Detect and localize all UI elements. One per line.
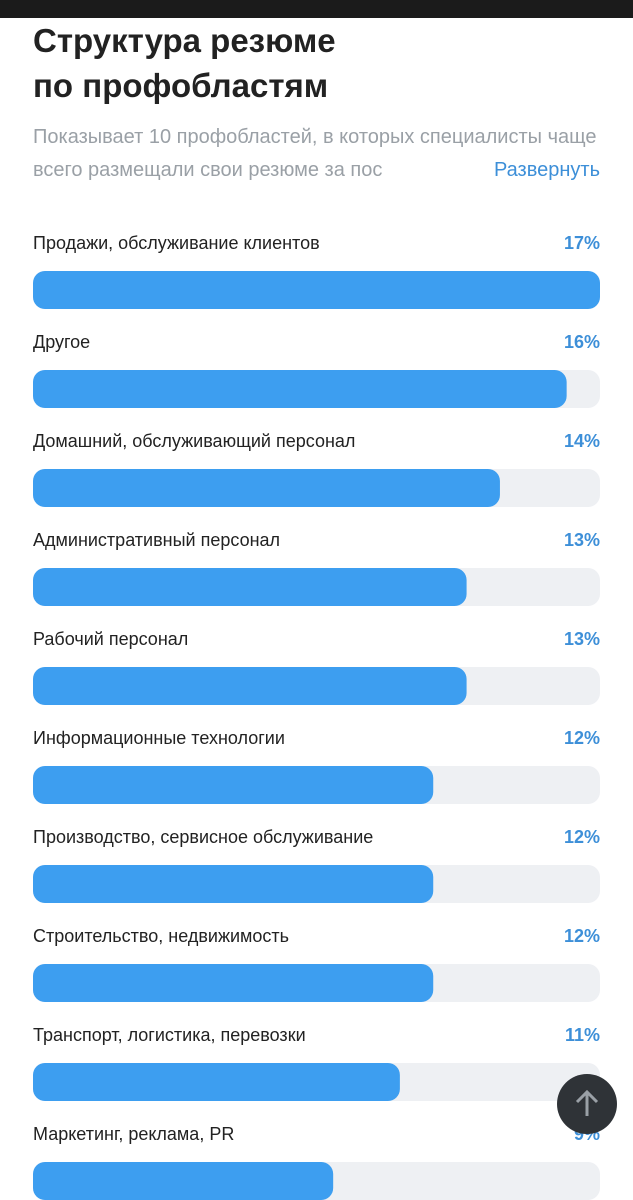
value-label: 13% [564, 629, 600, 649]
bar [33, 1162, 334, 1200]
category-label: Другое [33, 332, 90, 352]
scroll-top-button[interactable] [557, 1074, 617, 1134]
category-label: Информационные технологии [33, 728, 285, 748]
value-label: 12% [564, 926, 600, 946]
value-label: 14% [564, 431, 600, 451]
category-label: Транспорт, логистика, перевозки [33, 1025, 306, 1045]
subtitle: Показывает 10 профобластей, в которых сп… [33, 126, 597, 181]
value-label: 11% [565, 1025, 600, 1045]
category-label: Маркетинг, реклама, PR [33, 1124, 234, 1144]
arrow-icon [575, 1089, 599, 1116]
value-label: 17% [564, 233, 600, 253]
bar [33, 667, 467, 705]
title: Структура резюме по профобластям [33, 22, 336, 104]
bar [33, 964, 434, 1002]
category-label: Строительство, недвижимость [33, 926, 289, 946]
status-bar [0, 0, 633, 18]
value-label: 16% [564, 332, 600, 352]
bar [33, 271, 600, 309]
bar [33, 568, 467, 606]
expand-link[interactable]: Развернуть [450, 154, 600, 187]
bar [33, 766, 434, 804]
category-label: Производство, сервисное обслуживание [33, 827, 373, 847]
bar [33, 1063, 400, 1101]
value-label: 13% [564, 530, 600, 550]
category-label: Административный персонал [33, 530, 280, 550]
value-label: 12% [564, 728, 600, 748]
bar [33, 370, 567, 408]
category-label: Домашний, обслуживающий персонал [33, 431, 355, 451]
bar [33, 865, 434, 903]
category-label: Рабочий персонал [33, 629, 188, 649]
category-label: Продажи, обслуживание клиентов [33, 233, 320, 253]
bar [33, 469, 500, 507]
value-label: 12% [564, 827, 600, 847]
chart: Продажи, обслуживание клиентов 17% Другое 1… [33, 233, 600, 1200]
